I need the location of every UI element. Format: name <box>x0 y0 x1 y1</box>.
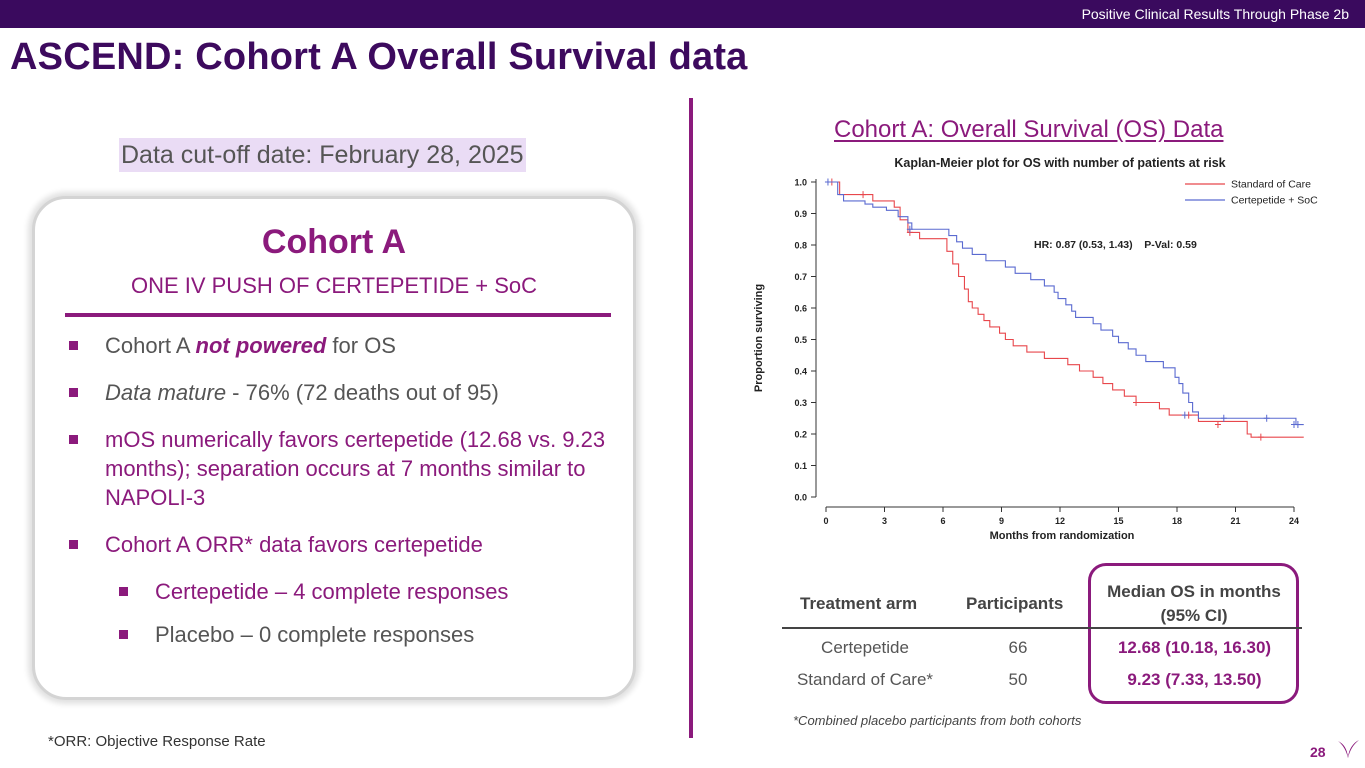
chart-series <box>824 178 1304 441</box>
row-soc-median: 9.23 (7.33, 13.50) <box>1127 670 1262 689</box>
x-tick-label: 3 <box>882 516 887 526</box>
page-number: 28 <box>1310 744 1326 760</box>
bullet-marker <box>69 540 78 549</box>
bullet-marker <box>69 435 78 444</box>
data-cutoff-date: Data cut-off date: February 28, 2025 <box>119 138 526 172</box>
card-title: Cohort A <box>261 223 407 261</box>
header-tagline: Positive Clinical Results Through Phase … <box>1081 6 1349 22</box>
combined-placebo-footnote: *Combined placebo participants from both… <box>793 713 1082 728</box>
bullet-text: mOS numerically favors certepetide (12.6… <box>105 427 606 510</box>
bullet-text: Placebo – 0 complete responses <box>155 622 475 647</box>
y-tick-label: 0.9 <box>794 209 807 219</box>
censor-mark <box>1294 421 1301 429</box>
y-tick-label: 0.6 <box>794 304 807 314</box>
median-os-highlight <box>1088 563 1299 704</box>
bullet-marker <box>69 388 78 397</box>
y-tick-label: 0.4 <box>794 367 807 377</box>
censor-mark <box>860 191 867 199</box>
bullet-text: - 76% (72 deaths out of 95) <box>226 380 499 405</box>
y-tick-label: 1.0 <box>794 178 807 188</box>
row-certepetide-median: 12.68 (10.18, 16.30) <box>1117 638 1272 657</box>
y-tick-label: 0.0 <box>794 493 807 503</box>
y-tick-label: 0.1 <box>794 461 807 471</box>
legend-label: Certepetide + SoC <box>1231 195 1318 207</box>
sub-bullet-certepetide: Certepetide – 4 complete responses <box>65 577 625 606</box>
row-certepetide-n: 66 <box>1008 638 1028 657</box>
series-line-certepetide-soc <box>826 181 1304 426</box>
os-table: Treatment arm Participants Median OS in … <box>782 562 1302 708</box>
y-tick-label: 0.5 <box>794 335 807 345</box>
bullet-text: Cohort A <box>105 333 196 358</box>
x-tick-label: 12 <box>1055 516 1065 526</box>
bullet-text: Cohort A ORR* data favors certepetide <box>105 532 483 557</box>
bullet-text: for OS <box>326 333 396 358</box>
header-participants: Participants <box>966 594 1064 613</box>
sub-bullet-placebo: Placebo – 0 complete responses <box>65 620 625 649</box>
bullet-marker <box>119 630 128 639</box>
x-axis-label: Months from randomization <box>990 530 1135 542</box>
row-soc-arm: Standard of Care* <box>796 670 934 689</box>
y-tick-label: 0.3 <box>794 398 807 408</box>
chart-heading: Cohort A: Overall Survival (OS) Data <box>834 116 1224 143</box>
censor-mark <box>1263 414 1270 422</box>
cohort-a-card: Cohort A ONE IV PUSH OF CERTEPETIDE + So… <box>32 196 636 700</box>
y-axis-label: Proportion surviving <box>753 284 765 392</box>
legend-label: Standard of Care <box>1231 179 1311 191</box>
bullet-emphasis: not powered <box>195 333 327 358</box>
bullet-marker <box>69 341 78 350</box>
slide-title: ASCEND: Cohort A Overall Survival data <box>10 36 748 78</box>
bullet-data-mature: Data mature - 76% (72 deaths out of 95) <box>65 378 625 407</box>
censor-mark <box>1257 433 1264 441</box>
row-soc-n: 50 <box>1008 670 1028 689</box>
y-tick-label: 0.2 <box>794 430 807 440</box>
censor-mark <box>1220 414 1227 422</box>
censor-mark <box>906 225 913 233</box>
card-divider <box>65 313 611 317</box>
bullet-marker <box>119 587 128 596</box>
vertical-divider <box>689 98 693 738</box>
table-header-rule <box>782 627 1302 629</box>
chart-title: Kaplan-Meier plot for OS with number of … <box>894 156 1225 170</box>
row-certepetide-arm: Certepetide <box>821 638 909 657</box>
series-line-standard-of-care <box>826 181 1304 438</box>
censor-mark <box>1133 399 1140 406</box>
censor-mark <box>824 178 831 186</box>
x-tick-label: 0 <box>823 516 828 526</box>
hr-annotation: HR: 0.87 (0.53, 1.43) P-Val: 0.59 <box>1034 239 1197 251</box>
y-tick-label: 0.7 <box>794 272 807 282</box>
header-treatment-arm: Treatment arm <box>800 594 918 613</box>
x-tick-label: 24 <box>1289 516 1299 526</box>
chart-axes: 0.0 0.1 0.2 0.3 0.4 0.5 0.6 0.7 0.8 0.9 1.0 0 3 6 9 12 1… <box>794 178 1299 527</box>
x-tick-label: 18 <box>1172 516 1182 526</box>
bullet-mos: mOS numerically favors certepetide (12.6… <box>65 425 625 512</box>
cohort-a-bullets: Cohort A not powered for OS Data mature … <box>65 331 625 663</box>
bullet-orr: Cohort A ORR* data favors certepetide <box>65 530 625 559</box>
censor-mark <box>1214 421 1221 429</box>
company-logo-icon <box>1338 740 1359 758</box>
x-tick-label: 21 <box>1230 516 1240 526</box>
chart-legend: Standard of Care Certepetide + SoC <box>1185 179 1318 207</box>
card-subtitle: ONE IV PUSH OF CERTEPETIDE + SoC <box>130 273 538 298</box>
orr-footnote: *ORR: Objective Response Rate <box>48 733 266 750</box>
x-tick-label: 15 <box>1113 516 1123 526</box>
header-bar: Positive Clinical Results Through Phase … <box>0 0 1365 28</box>
censor-mark <box>1181 411 1188 419</box>
km-chart: Kaplan-Meier plot for OS with number of … <box>753 156 1318 542</box>
bullet-italic: Data mature <box>105 380 227 405</box>
header-median-os: Median OS in months (95% CI) <box>1107 582 1281 625</box>
x-tick-label: 6 <box>940 516 945 526</box>
x-tick-label: 9 <box>999 516 1004 526</box>
y-tick-label: 0.8 <box>794 241 807 251</box>
bullet-not-powered: Cohort A not powered for OS <box>65 331 625 360</box>
bullet-text: Certepetide – 4 complete responses <box>155 579 509 604</box>
